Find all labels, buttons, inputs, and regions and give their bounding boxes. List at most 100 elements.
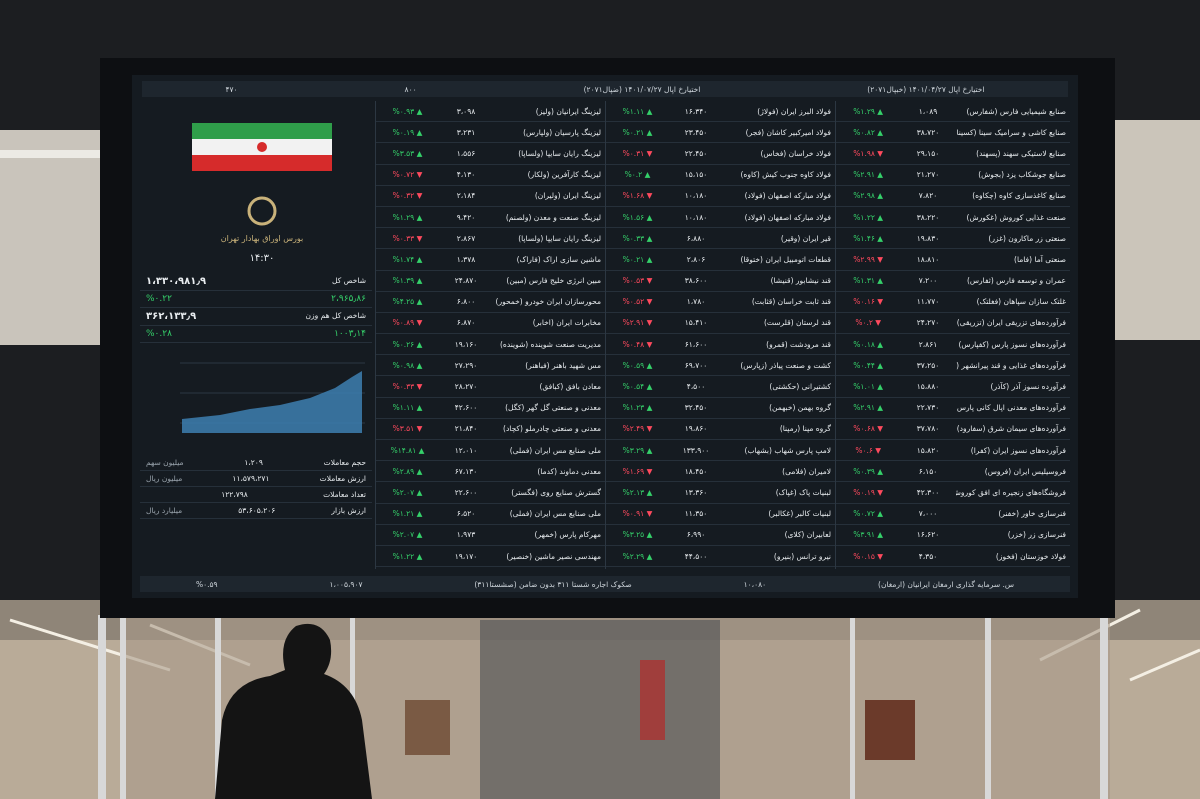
stock-price: ۴،۳۵۰ bbox=[918, 551, 938, 561]
stock-change: ▲ %۰.۸۲ bbox=[853, 127, 884, 137]
stock-row: صنعت غذایی کوروش (غکورش) ۳۸،۲۲۰ ▲ %۱.۲۲ bbox=[836, 207, 1070, 229]
stat-name: حجم معاملات bbox=[323, 458, 366, 467]
stock-row: فروشگاه‌های زنجیره ای افق کوروش (افق) ۴۲،… bbox=[836, 482, 1070, 504]
stock-row: فولاد مبارکه اصفهان (فولاد) ۱۰،۱۸۰ ▲ %۱.۵۶ bbox=[606, 207, 835, 229]
stock-change: ▲ %۳.۹۱ bbox=[853, 530, 884, 540]
index-change: ۲،۹۶۵٫۸۶ bbox=[331, 294, 366, 304]
stock-name: لیزینگ کارآفرین (ولکار) bbox=[527, 170, 601, 180]
stock-change: ▲ %۰.۲۶ bbox=[392, 339, 423, 349]
separator bbox=[835, 101, 836, 569]
stock-column: فولاد البرز ایران (فولاژ) ۱۶،۳۴۰ ▲ %۱.۱۱ فو… bbox=[606, 101, 835, 569]
stock-name: قیر ایران (وقیر) bbox=[780, 233, 831, 243]
stock-price: ۲۴،۸۷۰ bbox=[454, 276, 478, 286]
stock-row: فرآورده‌های معدنی اپال کانی پارس (اپال) ۲… bbox=[836, 398, 1070, 419]
stock-change: ▼ %۰.۲ bbox=[855, 318, 882, 328]
stock-change: ▲ %۱.۲۹ bbox=[853, 106, 884, 116]
stock-change: ▲ %۲.۱۳ bbox=[622, 487, 653, 497]
stock-price: ۷،۸۲۰ bbox=[918, 191, 938, 201]
stock-change: ▲ %۱.۴۶ bbox=[853, 233, 884, 243]
reflection bbox=[480, 620, 720, 799]
stock-name: قند مرودشت (قمرو) bbox=[766, 339, 831, 349]
stock-change: ▲ %۳.۲۹ bbox=[622, 445, 653, 455]
stock-change: ▲ %۱.۳۹ bbox=[392, 276, 423, 286]
stock-name: فرآورده‌های نسوز پارس (کفپارس) bbox=[958, 339, 1066, 349]
stock-change: ▼ %۰.۱۵ bbox=[853, 551, 884, 561]
stock-name: قند ثابت خراسان (قثابت) bbox=[751, 297, 831, 307]
stock-row: قیر ایران (وقیر) ۶،۸۸۰ ▲ %۰.۳۳ bbox=[606, 228, 835, 250]
stock-price: ۱۶،۶۲۰ bbox=[916, 530, 940, 540]
stock-price: ۲۱،۲۷۰ bbox=[916, 170, 940, 180]
stock-row: لبنیات کالبر (غکالبر) ۱۱،۳۵۰ ▼ %۰.۹۱ bbox=[606, 504, 835, 525]
emblem: بورس اوراق بهادار تهران ۱۴:۳۰ bbox=[192, 123, 332, 264]
stock-name: کشت و صنعت پیاذر (زپارس) bbox=[740, 360, 831, 370]
stock-price: ۲۲،۷۳۰ bbox=[916, 403, 940, 413]
stock-row: لیزینگ ایرانیان (ولیز) ۳،۰۹۸ ▲ %۰.۹۳ bbox=[376, 101, 605, 123]
stat-value: ۱۱،۵۷۹،۲۷۱ bbox=[232, 474, 270, 483]
stock-change: ▲ %۲.۰۷ bbox=[392, 530, 423, 540]
stock-row: قند مرودشت (قمرو) ۶۱،۶۰۰ ▼ %۰.۴۸ bbox=[606, 334, 835, 356]
stock-price: ۳۸،۲۲۰ bbox=[916, 212, 940, 222]
stock-name: لیزینگ صنعت و معدن (ولصنم) bbox=[505, 212, 601, 222]
stock-price: ۳۲،۴۵۰ bbox=[684, 403, 708, 413]
flag-reflection bbox=[640, 660, 665, 740]
stock-name: مس شهید باهنر (فباهنر) bbox=[525, 360, 601, 370]
stock-change: ▼ %۲.۹۹ bbox=[853, 254, 884, 264]
stock-change: ▲ %۱.۲۱ bbox=[392, 509, 423, 519]
stock-row: فولاد البرز ایران (فولاژ) ۱۶،۳۴۰ ▲ %۱.۱۱ bbox=[606, 101, 835, 123]
stock-name: صنایع لاستیکی سهند (پسهند) bbox=[976, 148, 1066, 158]
stock-price: ۶،۸۰۰ bbox=[456, 297, 476, 307]
stock-change: ▼ %۲.۹۱ bbox=[622, 318, 653, 328]
stock-name: فرآورده‌های تزریقی ایران (تزریقی) bbox=[956, 318, 1066, 328]
stock-price: ۲۸،۲۷۰ bbox=[454, 382, 478, 392]
stock-change: ▲ %۰.۹۸ bbox=[392, 360, 423, 370]
stock-name: فولاد خراسان (فخاس) bbox=[760, 148, 832, 158]
stock-change: ▲ %۱.۲۹ bbox=[392, 212, 423, 222]
stock-name: لامپ پارس شهاب (بشهاب) bbox=[744, 445, 831, 455]
chart-area bbox=[182, 371, 362, 433]
stock-row: صنایع جوشکاب یزد (بجوش) ۲۱،۲۷۰ ▲ %۲.۹۱ bbox=[836, 165, 1070, 186]
stock-change: ▲ %۱.۳۱ bbox=[853, 276, 884, 286]
stock-change: ▲ %۰.۲۱ bbox=[622, 254, 653, 264]
stat-unit: میلیون سهم bbox=[146, 458, 184, 467]
stock-row: عمران و توسعه فارس (ثفارس) ۷،۲۰۰ ▲ %۱.۳۱ bbox=[836, 271, 1070, 292]
stock-row: معدنی و صنعتی چادرملو (کچاد) ۲۱،۸۴۰ ▼ %۳.۵… bbox=[376, 419, 605, 440]
stock-change: ▲ %۱.۵۶ bbox=[622, 212, 653, 222]
stock-name: لیزینگ ایران (ولیران) bbox=[534, 191, 601, 201]
stock-price: ۶،۵۲۰ bbox=[456, 509, 476, 519]
stock-name: قند نیشابور (قنیشا) bbox=[770, 276, 831, 286]
stock-row: لیزینگ رایان سایپا (ولساپا) ۲،۸۶۷ ▼ %۰.۳۳ bbox=[376, 228, 605, 250]
ticker-item: صکوک اجاره شستا ۳۱۱ بدون ضامن (صشستا۳۱۱) bbox=[474, 579, 632, 589]
ceiling-light bbox=[0, 150, 112, 158]
stock-price: ۳۷،۷۸۰ bbox=[916, 424, 940, 434]
stock-name: لیزینگ ایرانیان (ولیز) bbox=[535, 106, 601, 116]
stock-row: مهرکام پارس (خمهر) ۱،۹۷۳ ▲ %۲.۰۷ bbox=[376, 525, 605, 546]
stock-price: ۱،۳۷۸ bbox=[456, 254, 476, 264]
stock-change: ▼ %۰.۳۳ bbox=[392, 382, 423, 392]
stock-name: صنایع کاغذسازی کاوه (چکاوه) bbox=[972, 191, 1066, 201]
stock-price: ۳،۲۳۱ bbox=[456, 127, 476, 137]
header-item: اختیارخ اپال ۱۴۰۱/۰۷/۲۷ (ضپال۲۰۷۱) bbox=[583, 84, 701, 94]
stock-row: لیزینگ صنعت و معدن (ولصنم) ۹،۴۲۰ ▲ %۱.۲۹ bbox=[376, 207, 605, 229]
stock-name: فروسیلیس ایران (فروس) bbox=[984, 466, 1066, 476]
index-panel: بورس اوراق بهادار تهران ۱۴:۳۰ شاخص کل ۱،۳… bbox=[140, 101, 372, 569]
stock-change: ▲ %۰.۱۹ bbox=[392, 127, 423, 137]
stat-value: ۱،۲۰۹ bbox=[244, 458, 263, 467]
stock-price: ۱۹،۱۷۰ bbox=[454, 551, 478, 561]
stock-price: ۱۰،۱۸۰ bbox=[684, 212, 708, 222]
stat-row: تعداد معاملات ۱۲۲،۷۹۸ bbox=[140, 487, 372, 503]
stock-name: صنعتی زر ماکارون (غزر) bbox=[988, 233, 1066, 243]
stock-row: فرآورده‌های غذایی و قند پیرانشهر (قپیرا)… bbox=[836, 355, 1070, 377]
stock-row: مبین انرژی خلیج فارس (مبین) ۲۴،۸۷۰ ▲ %۱.۳۹ bbox=[376, 271, 605, 292]
stock-name: فولاد البرز ایران (فولاژ) bbox=[757, 106, 831, 116]
stock-change: ▲ %۰.۵۹ bbox=[622, 360, 653, 370]
stat-row: حجم معاملات ۱،۲۰۹ میلیون سهم bbox=[140, 455, 372, 471]
window-left bbox=[0, 130, 112, 345]
header-item: ۸۰۰ bbox=[404, 84, 417, 94]
index-change-row: ۲،۹۶۵٫۸۶ %۰.۲۲ bbox=[140, 291, 372, 308]
index-percent: %۰.۲۸ bbox=[146, 329, 172, 339]
stock-price: ۱۲،۰۱۰ bbox=[454, 445, 478, 455]
stock-price: ۱،۵۵۶ bbox=[456, 148, 476, 158]
stock-row: فرآورده نسوز آذر (کآذر) ۱۵،۸۸۰ ▲ %۱.۰۱ bbox=[836, 376, 1070, 398]
stock-price: ۳،۰۹۸ bbox=[456, 106, 476, 116]
stock-price: ۶،۸۸۰ bbox=[686, 233, 706, 243]
